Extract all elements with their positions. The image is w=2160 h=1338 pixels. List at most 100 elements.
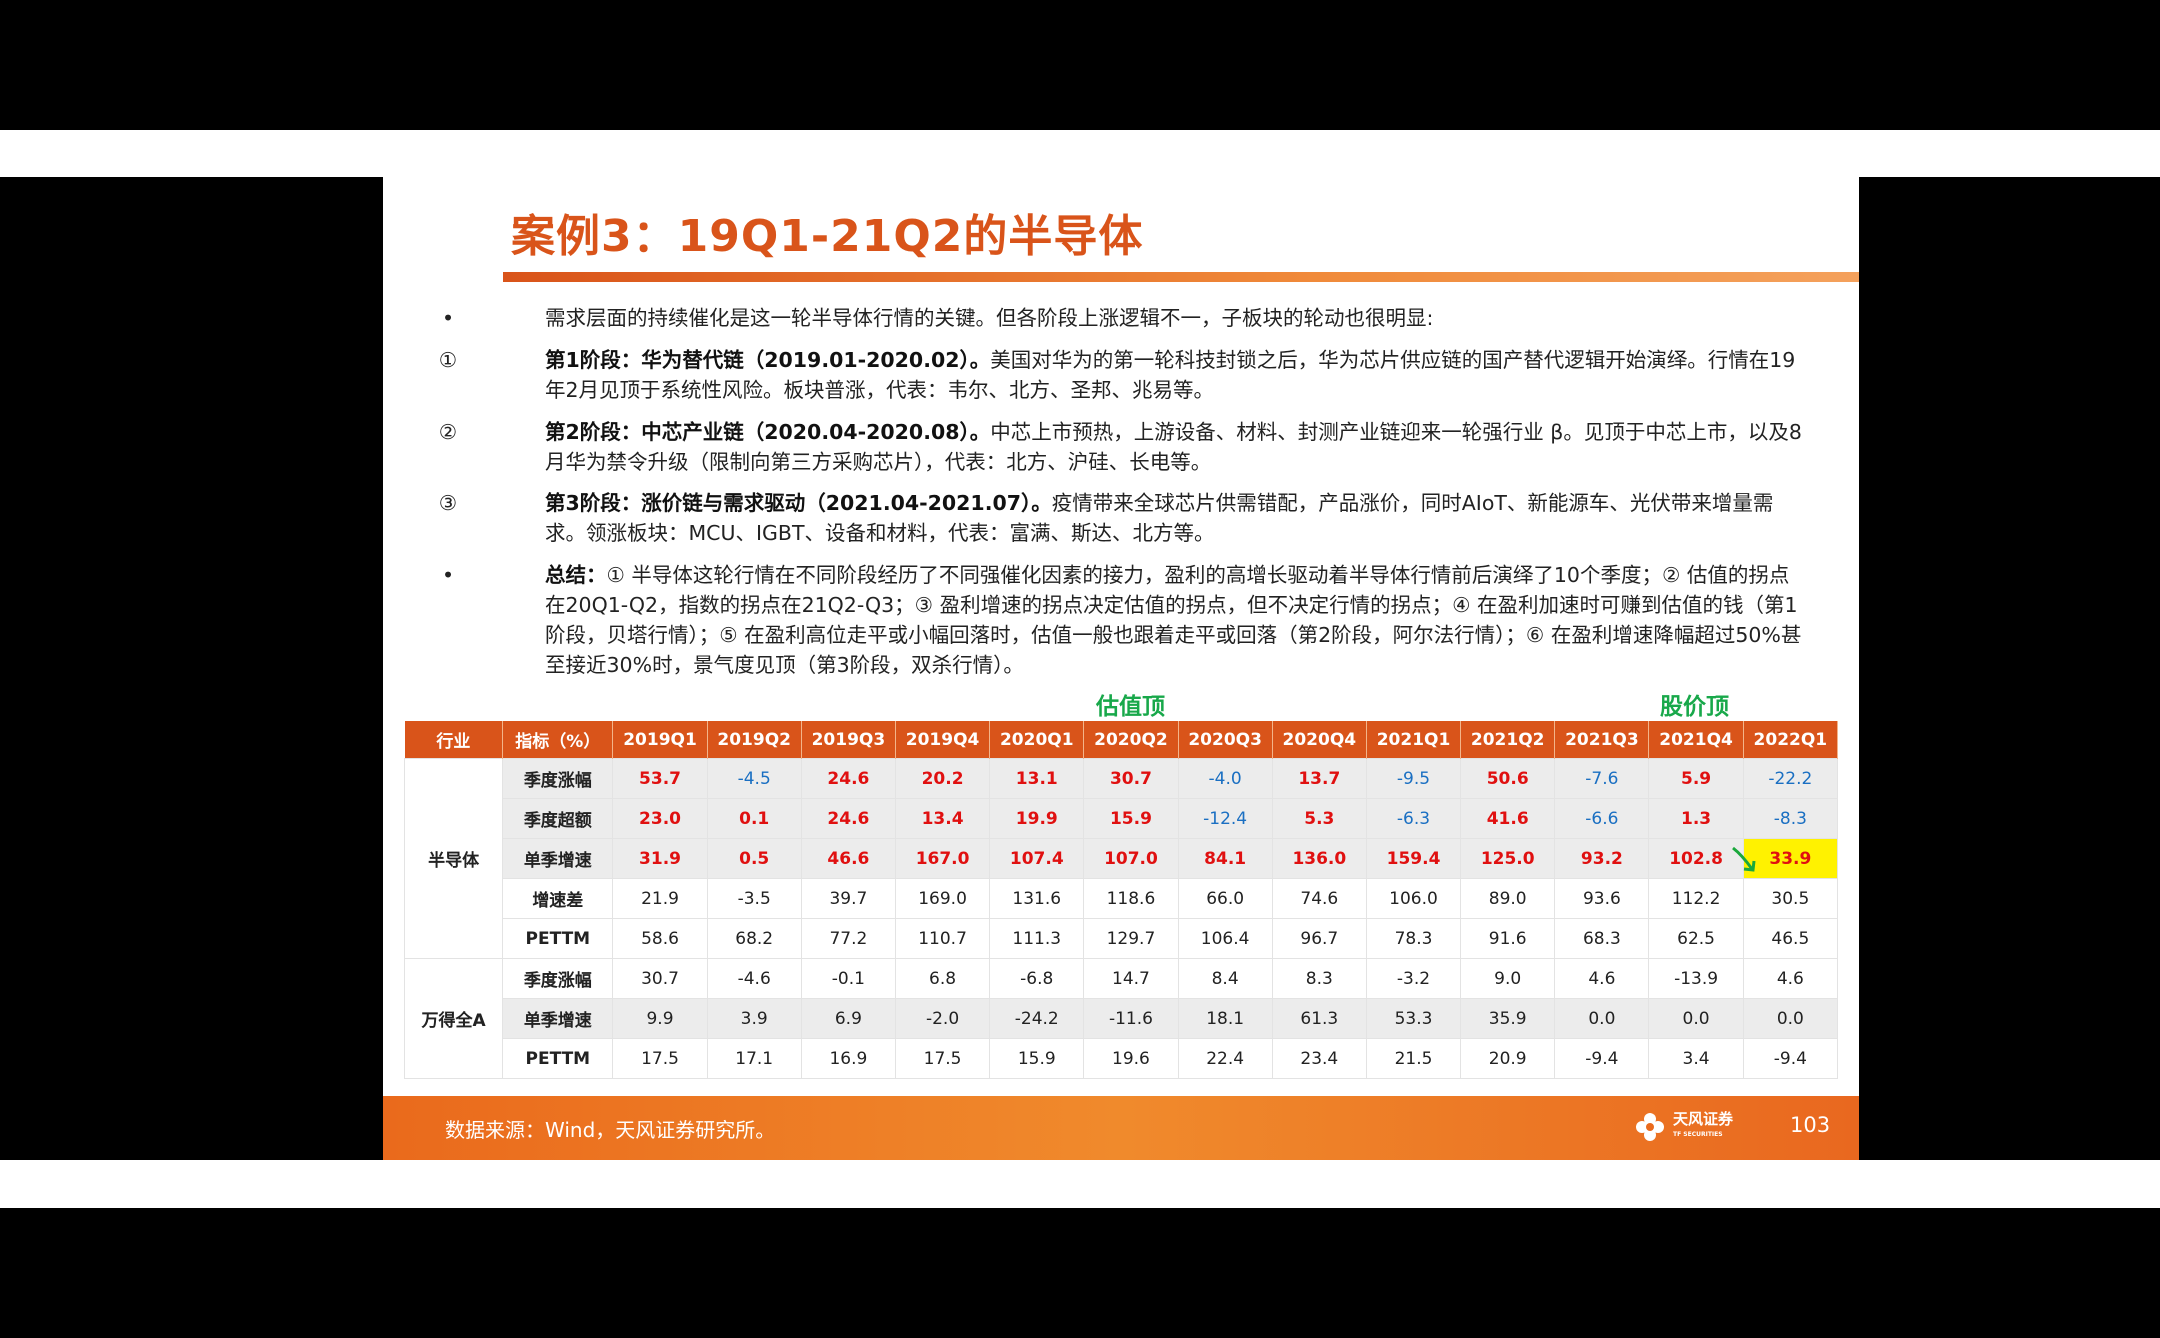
- value-cell: -4.5: [706, 758, 802, 799]
- value-cell: 18.1: [1177, 998, 1273, 1039]
- flower-logo-icon: [1636, 1113, 1664, 1141]
- value-cell: 93.6: [1554, 878, 1650, 919]
- title-divider: [503, 272, 1859, 282]
- indicator-cell: 季度超额: [502, 798, 614, 839]
- bullet-mark: •: [441, 563, 455, 587]
- value-cell: 68.2: [706, 918, 802, 959]
- value-cell: 17.5: [612, 1038, 708, 1079]
- value-cell: 14.7: [1083, 958, 1179, 999]
- value-cell: -9.4: [1554, 1038, 1650, 1079]
- value-cell: 129.7: [1083, 918, 1179, 959]
- table-header-cell: 2021Q4: [1648, 721, 1744, 759]
- bullet-text: 美国对华为的第一轮科技封锁之后，华为芯片供应链的国产替代逻辑开始演绎。行情在19…: [545, 348, 1796, 402]
- value-cell: -9.4: [1742, 1038, 1839, 1079]
- table-header-cell: 2022Q1: [1743, 721, 1839, 759]
- value-cell: 4.6: [1742, 958, 1839, 999]
- company-logo: 天风证券 TF SECURITIES: [1633, 1110, 1733, 1144]
- value-cell: 0.0: [1742, 998, 1839, 1039]
- value-cell: 20.9: [1460, 1038, 1556, 1079]
- value-cell: 107.0: [1083, 838, 1179, 879]
- bullet-text: ① 半导体这轮行情在不同阶段经历了不同强催化因素的接力，盈利的高增长驱动着半导体…: [545, 563, 1802, 677]
- value-cell: -7.6: [1554, 758, 1650, 799]
- table-header-cell: 2021Q2: [1460, 721, 1556, 759]
- value-cell: -4.6: [706, 958, 802, 999]
- logo-subtitle: TF SECURITIES: [1673, 1131, 1723, 1138]
- value-cell: 17.1: [706, 1038, 802, 1079]
- data-source: 数据来源：Wind，天风证券研究所。: [445, 1118, 776, 1142]
- table-header-cell: 2020Q4: [1272, 721, 1367, 759]
- indicator-cell: 增速差: [502, 878, 614, 919]
- value-cell: 23.4: [1271, 1038, 1367, 1079]
- value-cell: -2.0: [894, 998, 991, 1039]
- table-header-cell: 2019Q4: [895, 721, 991, 759]
- value-cell: -9.5: [1365, 758, 1462, 799]
- value-cell: 21.9: [612, 878, 708, 919]
- bullet-mark: ①: [438, 348, 458, 372]
- value-cell: 159.4: [1365, 838, 1462, 879]
- value-cell: 9.0: [1460, 958, 1556, 999]
- value-cell: 62.5: [1648, 918, 1744, 959]
- value-cell: 136.0: [1271, 838, 1367, 879]
- value-cell: 24.6: [800, 798, 896, 839]
- value-cell: 89.0: [1460, 878, 1556, 919]
- value-cell: 112.2: [1648, 878, 1744, 919]
- bullet-mark: •: [441, 306, 455, 330]
- value-cell: 167.0: [894, 838, 991, 879]
- value-cell: 0.1: [706, 798, 802, 839]
- value-cell: 106.0: [1365, 878, 1462, 919]
- valuation-top-label: 估值顶: [1096, 694, 1165, 720]
- value-cell: 16.9: [800, 1038, 896, 1079]
- value-cell: 13.4: [894, 798, 991, 839]
- value-cell: 53.3: [1365, 998, 1462, 1039]
- table-header-cell: 2019Q1: [612, 721, 708, 759]
- value-cell: 46.5: [1742, 918, 1839, 959]
- value-cell: 13.1: [989, 758, 1085, 799]
- value-cell: 111.3: [989, 918, 1085, 959]
- table-row: 季度超额 23.0 0.1 24.6 13.4 19.9 15.9 -12.4 5.3 -6.3 4…: [405, 798, 1839, 839]
- value-cell: 50.6: [1460, 758, 1556, 799]
- indicator-cell: 单季增速: [502, 838, 614, 879]
- value-cell: 24.6: [800, 758, 896, 799]
- value-cell: 6.8: [894, 958, 991, 999]
- value-cell: -4.0: [1177, 758, 1273, 799]
- indicator-cell: PETTM: [502, 1038, 614, 1079]
- value-cell: 78.3: [1365, 918, 1462, 959]
- value-cell: 118.6: [1083, 878, 1179, 919]
- screen-band-bottom: [0, 1160, 2160, 1208]
- data-table: 行业 指标（%） 2019Q1 2019Q2 2019Q3 2019Q4 2020Q1 202…: [403, 721, 1839, 1079]
- value-cell: 61.3: [1271, 998, 1367, 1039]
- value-cell: -11.6: [1083, 998, 1179, 1039]
- value-cell: 41.6: [1460, 798, 1556, 839]
- value-cell: -13.9: [1648, 958, 1744, 999]
- value-cell: 1.3: [1648, 798, 1744, 839]
- table-header-cell: 2020Q3: [1178, 721, 1273, 759]
- value-cell: 30.5: [1742, 878, 1839, 919]
- bullet-stage-3: ③ 第3阶段：涨价链与需求驱动（2021.04-2021.07）。疫情带来全球芯…: [433, 488, 1813, 550]
- table-header-cell: 行业: [404, 721, 504, 759]
- value-cell: 3.9: [706, 998, 802, 1039]
- indicator-cell: PETTM: [502, 918, 614, 959]
- value-cell: 8.4: [1177, 958, 1273, 999]
- table-row: PETTM 17.5 17.1 16.9 17.5 15.9 19.6 22.4 23.4 21.…: [405, 1038, 1839, 1079]
- value-cell: 4.6: [1554, 958, 1650, 999]
- value-cell: 20.2: [894, 758, 991, 799]
- green-arrow-icon: [1732, 846, 1756, 872]
- value-cell: 19.9: [989, 798, 1085, 839]
- bullet-bold: 第3阶段：涨价链与需求驱动（2021.04-2021.07）。: [545, 491, 1052, 515]
- value-cell: 125.0: [1460, 838, 1556, 879]
- value-cell: 8.3: [1271, 958, 1367, 999]
- indicator-cell: 季度涨幅: [502, 958, 614, 999]
- value-cell: 93.2: [1554, 838, 1650, 879]
- table-row: 单季增速 31.9 0.5 46.6 167.0 107.4 107.0 84.1 136.0 1…: [405, 838, 1839, 879]
- value-cell: 53.7: [612, 758, 708, 799]
- value-cell: -24.2: [989, 998, 1085, 1039]
- value-cell: -0.1: [800, 958, 896, 999]
- page-number: 103: [1790, 1113, 1831, 1137]
- value-cell: 74.6: [1271, 878, 1367, 919]
- value-cell: 5.3: [1271, 798, 1367, 839]
- value-cell: 31.9: [612, 838, 708, 879]
- table-header-cell: 2019Q3: [801, 721, 896, 759]
- price-top-label: 股价顶: [1660, 694, 1729, 720]
- value-cell: 169.0: [894, 878, 991, 919]
- slide: 案例3：19Q1-21Q2的半导体 • 需求层面的持续催化是这一轮半导体行情的关…: [383, 177, 1859, 1160]
